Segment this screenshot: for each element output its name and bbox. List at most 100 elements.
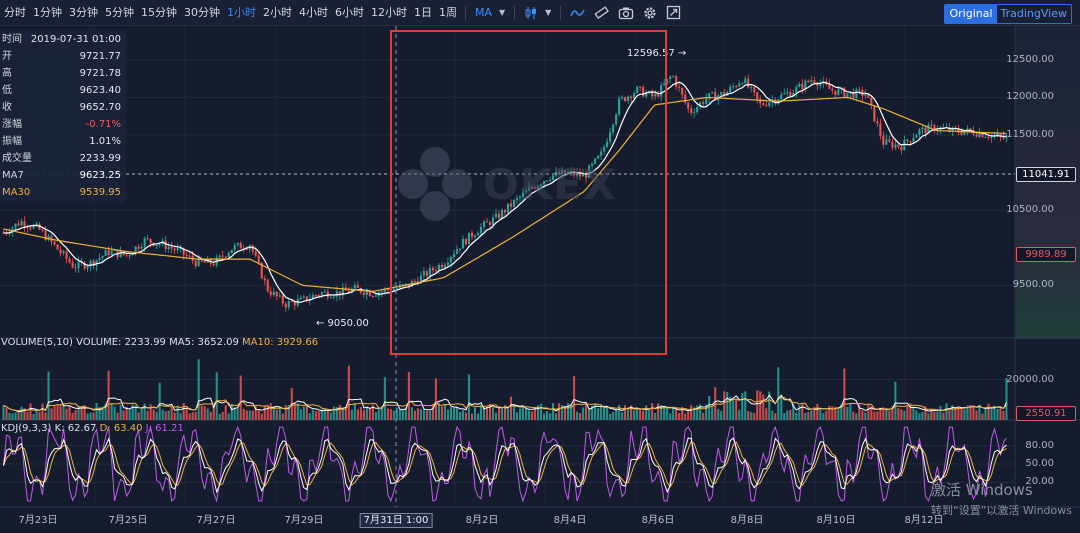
candle-body xyxy=(170,246,173,249)
screenshot-button[interactable] xyxy=(614,6,638,20)
volume-bar xyxy=(741,393,744,420)
view-tab[interactable]: TradingView xyxy=(1000,7,1067,20)
y-tick-label: 12000.00 xyxy=(1006,91,1054,103)
volume-bar xyxy=(548,413,552,420)
candle-body xyxy=(329,297,332,299)
volume-bar xyxy=(128,409,131,420)
volume-bar xyxy=(251,410,254,420)
candle-body xyxy=(810,80,813,82)
candle-body xyxy=(404,283,407,285)
volume-bar xyxy=(110,403,113,420)
interval-option[interactable]: 分时 xyxy=(4,5,26,19)
candle-body xyxy=(942,127,945,129)
candle-body xyxy=(26,226,29,228)
volume-bar xyxy=(488,403,492,420)
candle-body xyxy=(921,127,924,130)
x-tick-label: 7月25日 xyxy=(108,515,148,526)
kdj-d-value: D: 63.40 xyxy=(99,423,143,434)
candle-body xyxy=(834,90,837,95)
interval-option[interactable]: 1小时 xyxy=(227,5,256,19)
candle-body xyxy=(275,291,278,297)
volume-bar xyxy=(80,405,83,420)
volume-bar xyxy=(666,407,669,420)
candle-body xyxy=(320,292,323,296)
candle-body xyxy=(699,102,702,107)
volume-bar xyxy=(362,410,365,420)
indicators-button[interactable] xyxy=(566,6,590,20)
volume-bar xyxy=(759,391,762,420)
volume-bar xyxy=(209,411,212,420)
volume-bar xyxy=(936,411,939,420)
candle-body xyxy=(837,89,840,95)
indicator-dropdown[interactable]: MA ▼ xyxy=(471,6,509,19)
volume-bar xyxy=(978,404,981,420)
view-tab[interactable]: Original xyxy=(945,5,997,23)
volume-bar xyxy=(215,372,218,420)
volume-bar xyxy=(266,406,269,420)
candle-body xyxy=(146,238,149,240)
candle-body xyxy=(257,255,260,263)
volume-bar xyxy=(654,413,657,420)
volume-indicator-name: VOLUME(5,10) xyxy=(1,337,73,348)
candle-body xyxy=(783,93,786,95)
volume-bar xyxy=(564,408,567,420)
current-price-tag: 11041.91 xyxy=(1016,167,1076,182)
volume-bar xyxy=(143,403,146,420)
fullscreen-icon xyxy=(667,5,681,20)
volume-bar xyxy=(326,410,329,420)
candle-body xyxy=(558,171,561,175)
chart-canvas[interactable] xyxy=(0,26,1080,533)
volume-bar xyxy=(762,394,765,420)
candle-body xyxy=(855,89,858,98)
interval-option[interactable]: 3分钟 xyxy=(69,5,98,19)
interval-option[interactable]: 5分钟 xyxy=(105,5,134,19)
interval-option[interactable]: 1分钟 xyxy=(33,5,62,19)
volume-bar xyxy=(323,409,326,420)
interval-option[interactable]: 2小时 xyxy=(263,5,292,19)
candle-body xyxy=(473,235,477,238)
candle-body xyxy=(969,128,972,131)
candle-body xyxy=(927,124,930,134)
interval-option[interactable]: 6小时 xyxy=(335,5,364,19)
ohlc-row: 高 9721.78 xyxy=(0,65,126,82)
ohlc-key: 收 xyxy=(2,102,12,113)
toolbar-divider xyxy=(465,5,466,20)
volume-bar xyxy=(428,410,431,420)
candle-body xyxy=(570,170,573,172)
volume-bar xyxy=(191,412,194,420)
chart-type-dropdown[interactable]: ▼ xyxy=(520,6,555,20)
candle-body xyxy=(317,295,320,297)
candle-body xyxy=(978,132,981,137)
volume-bar xyxy=(609,413,612,420)
volume-bar xyxy=(59,405,62,420)
candle-body xyxy=(990,135,993,138)
interval-option[interactable]: 1日 xyxy=(414,5,432,19)
candle-body xyxy=(350,288,353,293)
volume-bar xyxy=(708,395,711,420)
interval-option[interactable]: 15分钟 xyxy=(141,5,177,19)
candle-body xyxy=(107,250,110,255)
volume-bar xyxy=(89,412,92,420)
candle-body xyxy=(573,170,576,176)
settings-button[interactable] xyxy=(638,5,662,21)
interval-option[interactable]: 4小时 xyxy=(299,5,328,19)
interval-option[interactable]: 1周 xyxy=(439,5,457,19)
volume-bar xyxy=(23,408,26,420)
candle-body xyxy=(669,76,672,79)
candle-body xyxy=(618,98,621,115)
volume-bar xyxy=(272,406,275,420)
fullscreen-button[interactable] xyxy=(662,5,685,20)
candle-body xyxy=(966,128,969,132)
volume-bar xyxy=(497,406,501,420)
interval-option[interactable]: 30分钟 xyxy=(184,5,220,19)
volume-bar xyxy=(747,411,750,420)
candle-body xyxy=(843,88,846,97)
drawing-tool-button[interactable] xyxy=(590,5,614,20)
interval-option[interactable]: 12小时 xyxy=(371,5,407,19)
volume-bar xyxy=(705,404,708,420)
candle-body xyxy=(999,133,1002,137)
volume-bar xyxy=(506,408,510,420)
candle-body xyxy=(203,261,206,263)
activation-subtitle: 转到“设置”以激活 Windows xyxy=(931,504,1072,517)
volume-bar xyxy=(585,404,588,420)
